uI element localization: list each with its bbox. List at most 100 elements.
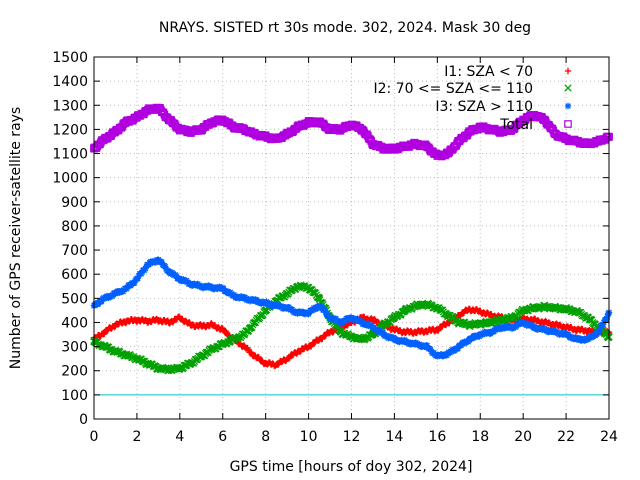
data-point-total [272,135,281,143]
data-point-i1-sza-70 [144,318,151,325]
x-tick-label: 10 [300,429,318,445]
data-point-i2-70-sza-110 [422,300,431,309]
x-tick-label: 22 [557,429,575,445]
y-tick-label: 400 [61,315,88,331]
data-point-i3-sza-110 [273,302,280,309]
series-3 [90,256,613,360]
data-point-i3-sza-110 [241,295,248,302]
data-point-i3-sza-110 [584,336,591,343]
data-point-total [562,135,570,143]
legend-label: Total [499,117,533,133]
data-point-i3-sza-110 [165,268,173,275]
data-point-i3-sza-110 [337,319,344,326]
data-point-i3-sza-110 [187,280,194,288]
data-point-i3-sza-110 [144,261,151,268]
data-point-i3-sza-110 [552,328,559,336]
data-point-i2-70-sza-110 [133,355,141,363]
x-tick-label: 6 [218,429,227,445]
data-point-i1-sza-70 [552,321,559,329]
data-point-i2-70-sza-110 [315,294,323,302]
data-point-i3-sza-110 [412,340,420,348]
x-tick-label: 12 [343,429,361,445]
data-point-i1-sza-70 [541,319,548,326]
x-tick-label: 8 [261,429,270,445]
point-i3-sza-110 [604,313,611,320]
data-point-i1-sza-70 [477,308,484,315]
data-point-i2-70-sza-110 [337,328,345,336]
series-2 [90,281,613,375]
data-point-i3-sza-110 [198,283,205,290]
point-i1-sza-70 [434,327,442,334]
data-point-i2-70-sza-110 [197,352,205,360]
data-point-i3-sza-110 [487,328,495,336]
data-point-i2-70-sza-110 [262,306,270,315]
data-point-i1-sza-70 [187,321,194,329]
data-point-i1-sza-70 [219,326,226,333]
data-point-total [594,137,603,146]
legend-marker [564,67,572,75]
y-tick-label: 1000 [52,171,88,187]
data-point-i2-70-sza-110 [240,330,248,339]
data-point-i2-70-sza-110 [519,306,527,315]
data-point-i3-sza-110 [455,343,462,350]
data-point-total [465,128,474,136]
data-point-i1-sza-70 [251,353,259,360]
data-point-total [583,140,592,148]
data-point-total [433,152,442,160]
data-point-i3-sza-110 [326,314,334,321]
data-point-i2-70-sza-110 [573,307,581,316]
data-point-i3-sza-110 [316,302,323,309]
data-point-i2-70-sza-110 [401,306,409,315]
data-point-i1-sza-70 [241,343,248,350]
data-point-i3-sza-110 [219,285,226,292]
data-point-i3-sza-110 [444,350,452,358]
data-point-i2-70-sza-110 [530,304,538,312]
data-point-total [444,149,452,158]
data-point-i2-70-sza-110 [111,347,120,356]
legend-label: I3: SZA > 110 [435,99,533,115]
data-point-i2-70-sza-110 [380,321,388,329]
y-tick-label: 1500 [52,50,88,66]
data-point-i1-sza-70 [101,328,108,336]
legend-label: I2: 70 <= SZA <= 110 [373,81,533,97]
y-tick-label: 700 [61,243,88,259]
data-point-i2-70-sza-110 [433,304,441,312]
data-point-i2-70-sza-110 [508,313,517,322]
y-axis-title: Number of GPS receiver-satellite rays [8,107,24,369]
x-tick-label: 2 [132,429,141,445]
data-point-total [454,137,463,146]
data-point-i3-sza-110 [380,331,387,338]
data-point-i1-sza-70 [198,322,205,330]
data-point-i2-70-sza-110 [347,333,356,341]
data-point-i2-70-sza-110 [251,318,259,327]
data-point-total [540,115,549,124]
x-tick-label: 20 [514,429,532,445]
data-point-total [487,125,495,134]
data-point-total [401,142,409,151]
data-point-i1-sza-70 [112,321,119,329]
data-point-total [294,123,302,131]
data-point-i1-sza-70 [294,348,302,355]
x-tick-label: 14 [386,429,404,445]
data-point-i3-sza-110 [101,295,108,302]
data-point-i2-70-sza-110 [143,359,152,368]
data-point-total [143,106,152,114]
data-point-i3-sza-110 [133,275,141,283]
data-point-i2-70-sza-110 [283,289,291,298]
data-point-i1-sza-70 [369,316,377,324]
y-tick-label: 1300 [52,98,88,114]
data-point-i3-sza-110 [541,326,548,333]
data-point-total [240,125,249,134]
data-point-i2-70-sza-110 [487,318,495,327]
legend-label: I1: SZA < 70 [444,64,533,80]
data-point-i3-sza-110 [294,309,302,317]
data-point-total [154,103,163,112]
data-point-i3-sza-110 [348,314,355,321]
data-point-i1-sza-70 [487,312,495,319]
data-point-i1-sza-70 [305,343,312,350]
y-tick-label: 300 [61,340,88,356]
data-point-i2-70-sza-110 [444,311,452,319]
data-point-i1-sza-70 [326,328,334,336]
data-point-i1-sza-70 [176,314,184,321]
point-i3-sza-110 [158,259,166,266]
